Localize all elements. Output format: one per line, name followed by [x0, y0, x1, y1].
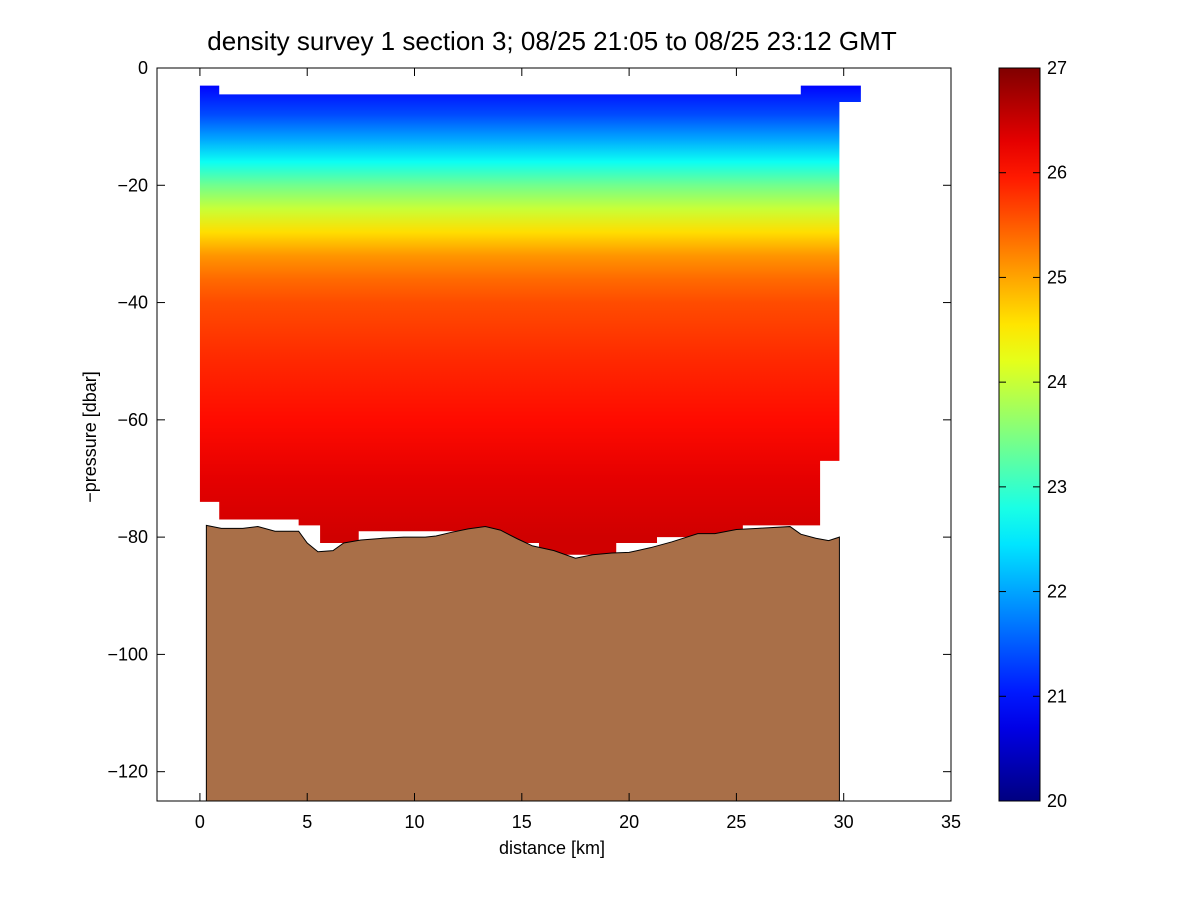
bathymetry-seafloor	[206, 525, 839, 801]
y-tick-label: −100	[107, 644, 148, 664]
colorbar-tick-label: 20	[1047, 791, 1067, 811]
x-tick-label: 20	[619, 812, 639, 832]
y-tick-label: −20	[117, 175, 148, 195]
density-section-figure: 0 5 10 15 20 25 30 35 0 −20 −40 −60 −80 −100 −120 den…	[0, 0, 1201, 901]
y-tick-label: −40	[117, 293, 148, 313]
y-axis-label: −pressure [dbar]	[80, 371, 100, 503]
colorbar-tick-label: 26	[1047, 163, 1067, 183]
colorbar-tick-label: 21	[1047, 686, 1067, 706]
x-tick-label: 15	[512, 812, 532, 832]
x-tick-label: 5	[302, 812, 312, 832]
colorbar-tick-label: 27	[1047, 58, 1067, 78]
colorbar-tick-label: 22	[1047, 582, 1067, 602]
y-tick-label: 0	[138, 58, 148, 78]
colorbar	[999, 68, 1040, 801]
x-axis-label: distance [km]	[499, 838, 605, 858]
y-tick-label: −120	[107, 762, 148, 782]
x-tick-label: 35	[941, 812, 961, 832]
colorbar-tick-label: 25	[1047, 267, 1067, 287]
chart-title: density survey 1 section 3; 08/25 21:05 …	[207, 26, 897, 56]
x-tick-label: 25	[726, 812, 746, 832]
x-tick-label: 30	[834, 812, 854, 832]
colorbar-tick-label: 24	[1047, 372, 1067, 392]
y-tick-label: −60	[117, 410, 148, 430]
x-tick-label: 10	[404, 812, 424, 832]
x-tick-label: 0	[195, 812, 205, 832]
colorbar-tick-label: 23	[1047, 477, 1067, 497]
y-tick-label: −80	[117, 527, 148, 547]
density-field	[200, 86, 861, 555]
